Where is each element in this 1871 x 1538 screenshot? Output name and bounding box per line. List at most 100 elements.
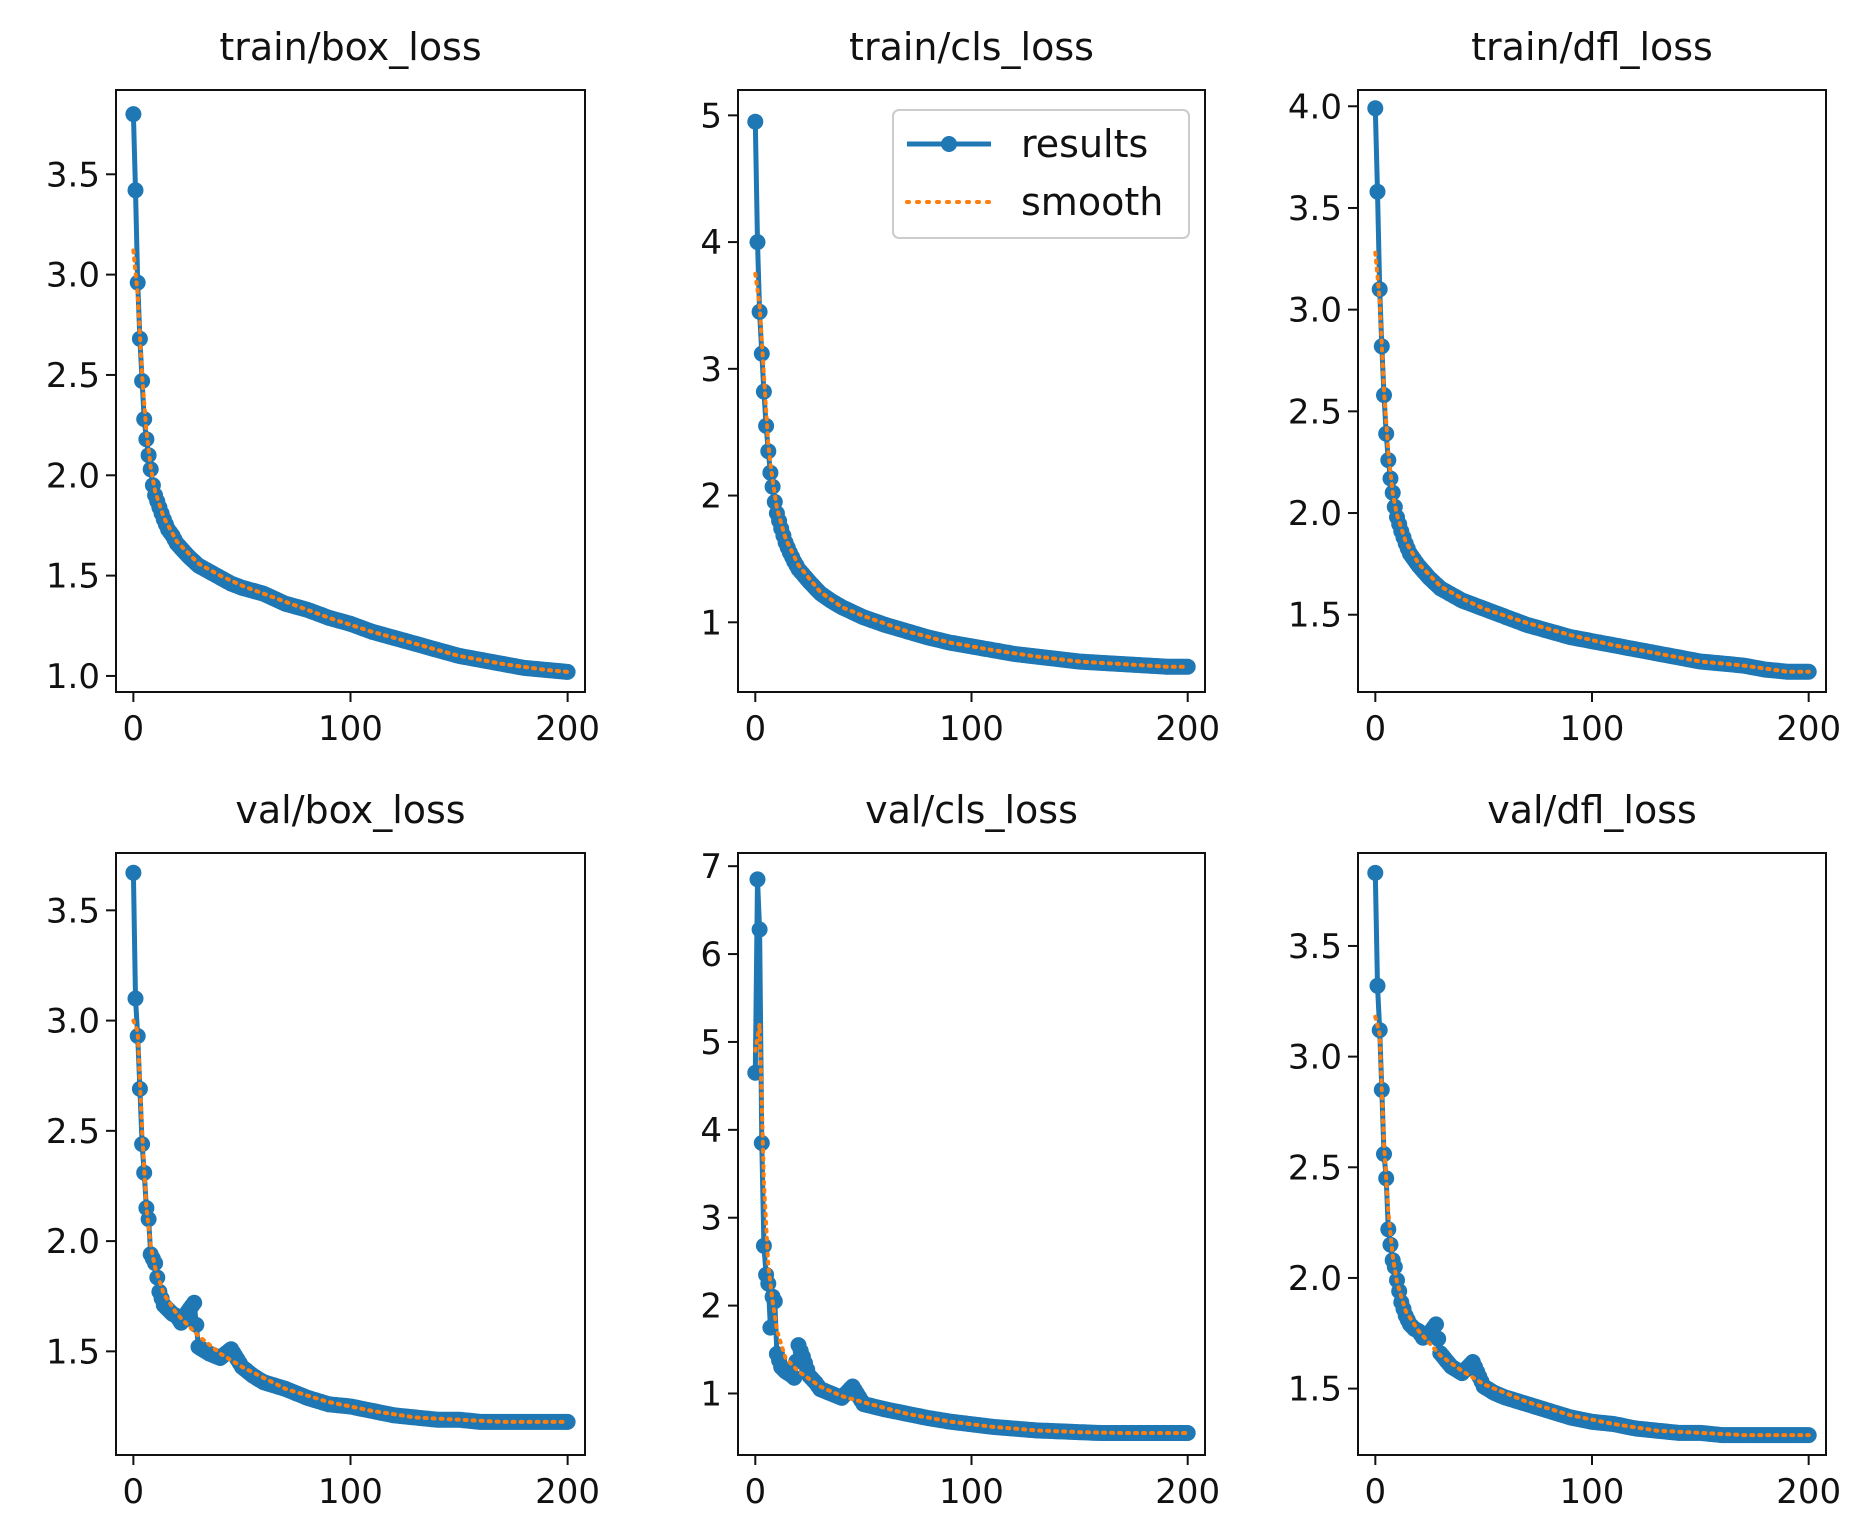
results-point [755, 383, 772, 400]
y-tick-label: 2.5 [46, 356, 100, 396]
legend-results-label: results [1021, 122, 1148, 166]
y-tick-label: 1.5 [1288, 596, 1342, 636]
y-tick-label: 2 [700, 477, 722, 517]
x-tick-label: 0 [1365, 709, 1387, 749]
results-point [559, 1413, 576, 1430]
legend-smooth-label: smooth [1021, 180, 1163, 224]
results-point [1430, 1330, 1447, 1347]
chart-title: val/cls_loss [865, 788, 1078, 832]
y-tick-label: 2.0 [1288, 494, 1342, 534]
results-point [1373, 338, 1390, 355]
x-tick-label: 0 [123, 1472, 145, 1512]
smooth-line [753, 1024, 1190, 1435]
results-point [1367, 864, 1384, 881]
chart-title: val/dfl_loss [1487, 788, 1697, 832]
smooth-line [131, 1018, 570, 1424]
y-tick-label: 5 [700, 1023, 722, 1063]
results-point [1428, 1316, 1444, 1333]
y-tick-label: 2 [700, 1287, 722, 1327]
smooth-line [131, 248, 570, 674]
y-tick-label: 1.5 [46, 557, 100, 597]
smooth-line [753, 271, 1190, 669]
results-point [751, 921, 768, 938]
results-point [1367, 100, 1384, 117]
smooth-line [1373, 250, 1811, 674]
chart-panel-4: val/box_loss 0 100 200 1.5 2.0 2.5 3.0 3.5 [46, 788, 600, 1512]
results-point [138, 431, 155, 448]
x-tick-label: 100 [939, 1472, 1004, 1512]
results-point [747, 113, 764, 130]
chart-panel-3: train/dfl_loss 0 100 200 1.5 2.0 2.5 3.0 3.5 4.0 [1288, 25, 1841, 749]
y-tick-label: 5 [700, 96, 722, 136]
y-tick-label: 7 [700, 847, 722, 887]
y-tick-label: 2.5 [46, 1112, 100, 1152]
y-tick-label: 1 [700, 1374, 722, 1414]
plot-area [1367, 100, 1817, 680]
chart-panel-2: train/cls_loss 0 100 200 1 2 3 4 5 results smooth [700, 25, 1220, 749]
x-tick-label: 100 [1560, 1472, 1625, 1512]
results-point [140, 447, 157, 464]
results-point [749, 871, 766, 888]
y-tick-label: 4.0 [1288, 87, 1342, 127]
results-point [1179, 658, 1196, 675]
results-point [186, 1294, 203, 1311]
y-tick-label: 2.0 [1288, 1259, 1342, 1299]
x-tick-label: 0 [744, 1472, 766, 1512]
x-tick-label: 100 [318, 1472, 383, 1512]
x-tick-label: 0 [744, 709, 766, 749]
y-tick-label: 2.0 [46, 1222, 100, 1262]
x-tick-label: 0 [123, 709, 145, 749]
plot-area [125, 864, 576, 1430]
results-point [764, 478, 781, 495]
y-tick-label: 3.5 [1288, 189, 1342, 229]
y-tick-label: 2.5 [1288, 1148, 1342, 1188]
results-point [147, 1255, 164, 1272]
results-point [1382, 1236, 1399, 1253]
y-tick-label: 1.5 [1288, 1370, 1342, 1410]
plot-area [1367, 864, 1817, 1444]
chart-title: val/box_loss [235, 788, 465, 832]
chart-panel-5: val/cls_loss 0 100 200 1 2 3 4 5 6 7 [700, 788, 1220, 1512]
results-point [766, 1293, 783, 1310]
chart-panel-1: train/box_loss 0 100 200 1.0 1.5 2.0 2.5 3.0 3.5 [46, 25, 600, 749]
x-tick-label: 0 [1365, 1472, 1387, 1512]
y-tick-label: 2.0 [46, 456, 100, 496]
y-tick-label: 3.5 [46, 891, 100, 931]
chart-title: train/cls_loss [849, 25, 1094, 69]
y-tick-label: 3.5 [1288, 927, 1342, 967]
results-point [1378, 425, 1395, 442]
plot-area [747, 113, 1196, 675]
results-point [1369, 977, 1386, 994]
y-tick-label: 3.0 [46, 1002, 100, 1042]
x-tick-label: 200 [1155, 709, 1220, 749]
plot-area [125, 106, 576, 680]
legend-results-marker [941, 136, 957, 152]
x-tick-label: 200 [1155, 1472, 1220, 1512]
results-point [125, 106, 142, 123]
results-point [127, 990, 144, 1007]
y-tick-label: 6 [700, 935, 722, 975]
y-tick-label: 3.5 [46, 155, 100, 195]
chart-title: train/dfl_loss [1471, 25, 1713, 69]
x-tick-label: 200 [535, 709, 600, 749]
results-point [762, 1319, 779, 1336]
results-point [134, 1136, 151, 1153]
results-point [131, 1080, 148, 1097]
y-tick-label: 1 [700, 603, 722, 643]
chart-title: train/box_loss [219, 25, 481, 69]
y-tick-label: 3.0 [1288, 1038, 1342, 1078]
y-tick-label: 3.0 [1288, 291, 1342, 331]
results-point [786, 1369, 803, 1386]
x-tick-label: 100 [1560, 709, 1625, 749]
y-tick-label: 3 [700, 1199, 722, 1239]
legend: results smooth [892, 109, 1190, 239]
x-tick-label: 200 [1776, 709, 1841, 749]
plot-area [747, 871, 1196, 1441]
chart-panel-6: val/dfl_loss 0 100 200 1.5 2.0 2.5 3.0 3.5 [1288, 788, 1841, 1512]
x-tick-label: 200 [535, 1472, 600, 1512]
results-point [1369, 183, 1386, 200]
results-point [1371, 281, 1388, 298]
smooth-line [1373, 1014, 1811, 1438]
